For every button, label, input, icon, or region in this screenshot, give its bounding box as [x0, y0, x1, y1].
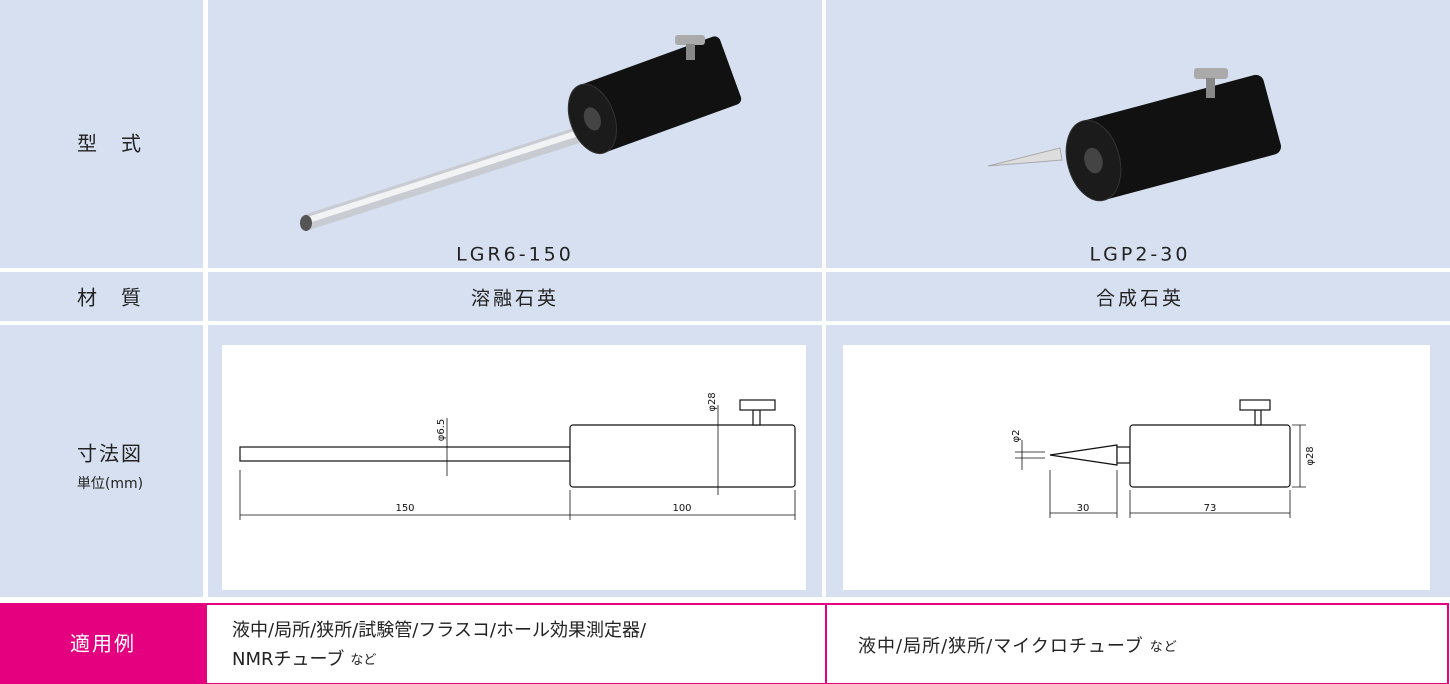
- row-label: 適用例: [70, 632, 136, 656]
- product-photo-1: [675, 35, 705, 45]
- cell-background: [825, 603, 1449, 684]
- dim-label: φ6.5: [436, 419, 447, 442]
- product-photo-2: [1079, 74, 1282, 200]
- product-photo-2: [1065, 74, 1282, 202]
- drawing-1: [739, 399, 776, 411]
- row-label: 型 式: [77, 132, 143, 156]
- product-photo-2: [1084, 147, 1103, 174]
- model-name: LGP2-30: [1090, 244, 1191, 266]
- dim-label: φ28: [1305, 446, 1316, 465]
- dim-label: 30: [1077, 503, 1090, 514]
- dim-label: 73: [1204, 503, 1217, 514]
- product-photo-1: [578, 36, 742, 153]
- application-text: 液中/局所/狭所/マイクロチューブ など: [858, 635, 1178, 657]
- product-photo-2: [1206, 78, 1215, 98]
- dim-label: 150: [395, 503, 414, 514]
- drawing-2: [1239, 399, 1271, 411]
- cell-background: [205, 603, 827, 684]
- model-name: LGR6-150: [456, 244, 574, 266]
- drawing-2: [1129, 424, 1291, 488]
- cell-background: [208, 272, 822, 321]
- drawing-1: [752, 409, 761, 426]
- material-name: 溶融石英: [471, 288, 559, 310]
- drawing-1: [569, 424, 796, 488]
- drawing-2: [1116, 446, 1131, 464]
- cell-background: [208, 0, 822, 268]
- drawing-1: [239, 446, 571, 462]
- product-photo-2: [1194, 68, 1228, 79]
- product-photo-1: [583, 107, 601, 131]
- dim-label: φ2: [1011, 430, 1022, 443]
- unit-note: 単位(mm): [77, 476, 143, 492]
- application-text: 液中/局所/狭所/試験管/フラスコ/ホール効果測定器/: [232, 620, 647, 641]
- drawing-1: [239, 405, 796, 520]
- cell-background: [826, 272, 1450, 321]
- cell-background: [0, 325, 203, 597]
- product-photo-2: [987, 147, 1063, 167]
- drawing-2: [843, 345, 1430, 590]
- dim-label: φ28: [707, 392, 718, 411]
- drawing-1: [222, 345, 806, 590]
- drawing-2: [1015, 424, 1306, 518]
- product-photo-2: [987, 68, 1282, 202]
- cell-background: [0, 0, 203, 268]
- product-photo-1: [300, 35, 742, 231]
- application-suffix: など: [350, 653, 376, 668]
- product-photo-1: [567, 36, 742, 155]
- dim-label: 100: [672, 503, 691, 514]
- cell-background: [0, 272, 203, 321]
- cell-background: [0, 603, 205, 684]
- application-suffix: など: [1150, 640, 1178, 655]
- product-photo-1: [300, 215, 312, 231]
- row-label: 寸法図: [77, 442, 143, 466]
- application-text: NMRチューブ など: [232, 648, 376, 670]
- drawing-2: [1254, 409, 1262, 426]
- product-photo-1: [307, 123, 601, 223]
- material-name: 合成石英: [1096, 288, 1184, 310]
- row-label: 材 質: [77, 286, 143, 310]
- application-text: 液中/局所/狭所/マイクロチューブ: [858, 635, 1144, 657]
- product-photo-1: [686, 44, 695, 60]
- application-text: NMRチューブ: [232, 648, 344, 670]
